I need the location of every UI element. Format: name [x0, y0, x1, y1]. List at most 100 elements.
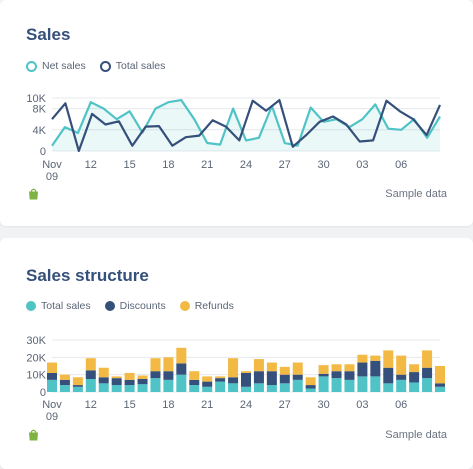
bar-refunds [85, 358, 96, 371]
bar-discounts [111, 378, 122, 386]
bar-refunds [47, 362, 57, 373]
y-tick-label: 30K [26, 335, 46, 347]
shopping-bag-icon [29, 429, 38, 441]
bar-refunds [357, 354, 368, 363]
x-tick-label: 30 [317, 159, 329, 171]
bar-total-sales [47, 379, 57, 392]
x-tick-label: 15 [123, 159, 135, 171]
legend-item-net-sales[interactable]: Net sales [26, 60, 86, 72]
legend-label: Total sales [115, 60, 166, 72]
bar-refunds [124, 372, 135, 380]
bar-total-sales [137, 384, 148, 392]
x-tick-label: 24 [240, 159, 252, 171]
bar-refunds [409, 364, 420, 373]
sales-structure-card: Sales structure Total sales Discounts Re… [0, 238, 473, 469]
x-tick-label: Nov [42, 399, 62, 411]
bar-discounts [318, 373, 329, 377]
bar-refunds [396, 355, 407, 375]
bar-refunds [253, 359, 264, 372]
legend-dot-icon [104, 301, 115, 311]
bar-refunds [422, 350, 433, 368]
bar-discounts [72, 385, 83, 387]
bar-total-sales [215, 381, 226, 392]
bar-refunds [370, 355, 381, 361]
bar-refunds [150, 358, 161, 372]
bar-discounts [150, 371, 161, 379]
bar-discounts [47, 372, 57, 380]
bar-refunds [215, 376, 226, 379]
bar-refunds [241, 371, 251, 373]
legend-item-total-sales[interactable]: Total sales [26, 300, 91, 312]
bar-refunds [59, 374, 70, 380]
bar-total-sales [85, 379, 96, 392]
bar-refunds [137, 375, 148, 379]
x-tick-label: 30 [317, 399, 329, 411]
y-tick-label: 4K [33, 125, 47, 137]
x-tick-label: 12 [85, 159, 97, 171]
bar-total-sales [163, 379, 174, 392]
bar-total-sales [370, 376, 381, 392]
total-sales-line [51, 99, 442, 153]
bar-total-sales [72, 386, 83, 392]
bar-total-sales [124, 385, 135, 392]
bar-discounts [253, 371, 264, 384]
y-tick-label: 20K [26, 352, 46, 364]
bar-discounts [176, 363, 187, 375]
bar-total-sales [435, 386, 445, 392]
bar-refunds [331, 364, 342, 372]
bar-discounts [279, 374, 290, 384]
x-tick-label: 12 [85, 399, 97, 411]
bar-discounts [344, 371, 355, 380]
bar-total-sales [150, 378, 161, 392]
bar-discounts [331, 371, 342, 379]
legend-item-refunds[interactable]: Refunds [179, 300, 234, 312]
bar-discounts [409, 372, 420, 383]
shopping-bag-icon [29, 188, 38, 200]
bar-total-sales [189, 385, 200, 392]
bar-total-sales [176, 374, 187, 392]
sample-data-note: Sample data [385, 188, 447, 200]
bar-refunds [383, 350, 394, 368]
y-tick-label: 10K [26, 370, 46, 382]
bar-discounts [292, 374, 303, 380]
bar-total-sales [202, 386, 213, 392]
bar-total-sales [111, 385, 122, 392]
bar-discounts [202, 381, 213, 387]
bar-discounts [163, 371, 174, 380]
bar-refunds [305, 377, 316, 386]
bar-refunds [111, 376, 122, 379]
bar-discounts [370, 360, 381, 377]
bar-total-sales [266, 385, 277, 392]
bar-refunds [266, 362, 277, 372]
bar-discounts [241, 372, 251, 387]
legend-ring-icon [26, 60, 37, 72]
x-tick-label: 27 [279, 159, 291, 171]
bar-discounts [422, 367, 433, 379]
x-tick-label: 09 [46, 411, 58, 423]
bar-refunds [98, 367, 109, 378]
legend: Net sales Total sales [26, 60, 165, 72]
bar-refunds [292, 362, 303, 375]
bar-total-sales [331, 378, 342, 392]
bar-total-sales [305, 388, 316, 392]
bar-discounts [85, 370, 96, 379]
x-tick-label: 06 [395, 159, 407, 171]
sample-data-note: Sample data [385, 429, 447, 441]
legend-dot-icon [26, 301, 36, 311]
bar-discounts [59, 379, 70, 386]
legend-item-total-sales[interactable]: Total sales [99, 60, 166, 72]
legend-item-discounts[interactable]: Discounts [104, 300, 166, 312]
bar-total-sales [292, 379, 303, 392]
bar-total-sales [396, 379, 407, 392]
bar-total-sales [422, 378, 433, 392]
bar-total-sales [279, 383, 290, 392]
y-tick-label: 8K [33, 104, 47, 116]
bar-discounts [137, 379, 148, 385]
bar-total-sales [228, 383, 239, 392]
net-sales-area [52, 100, 440, 151]
x-tick-label: 24 [240, 399, 252, 411]
card-title: Sales [26, 25, 71, 44]
x-tick-label: 27 [279, 399, 291, 411]
